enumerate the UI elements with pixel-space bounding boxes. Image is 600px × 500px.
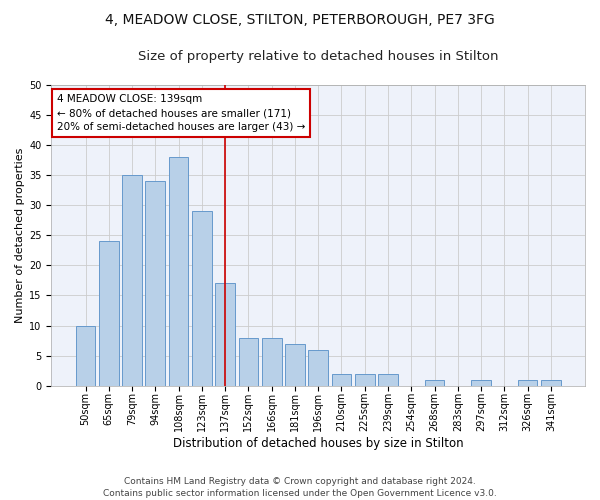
Bar [285,344,305,386]
Bar [169,157,188,386]
X-axis label: Distribution of detached houses by size in Stilton: Distribution of detached houses by size … [173,437,464,450]
Text: 4, MEADOW CLOSE, STILTON, PETERBOROUGH, PE7 3FG: 4, MEADOW CLOSE, STILTON, PETERBOROUGH, … [105,12,495,26]
Bar [471,380,491,386]
Bar [239,338,258,386]
Bar [145,181,165,386]
Y-axis label: Number of detached properties: Number of detached properties [15,148,25,323]
Bar [192,212,212,386]
Bar [355,374,374,386]
Bar [76,326,95,386]
Bar [541,380,561,386]
Title: Size of property relative to detached houses in Stilton: Size of property relative to detached ho… [138,50,499,63]
Bar [308,350,328,386]
Bar [99,242,119,386]
Bar [518,380,538,386]
Bar [215,284,235,386]
Bar [378,374,398,386]
Bar [122,175,142,386]
Bar [262,338,281,386]
Bar [332,374,352,386]
Bar [425,380,445,386]
Text: Contains HM Land Registry data © Crown copyright and database right 2024.
Contai: Contains HM Land Registry data © Crown c… [103,476,497,498]
Text: 4 MEADOW CLOSE: 139sqm
← 80% of detached houses are smaller (171)
20% of semi-de: 4 MEADOW CLOSE: 139sqm ← 80% of detached… [57,94,305,132]
